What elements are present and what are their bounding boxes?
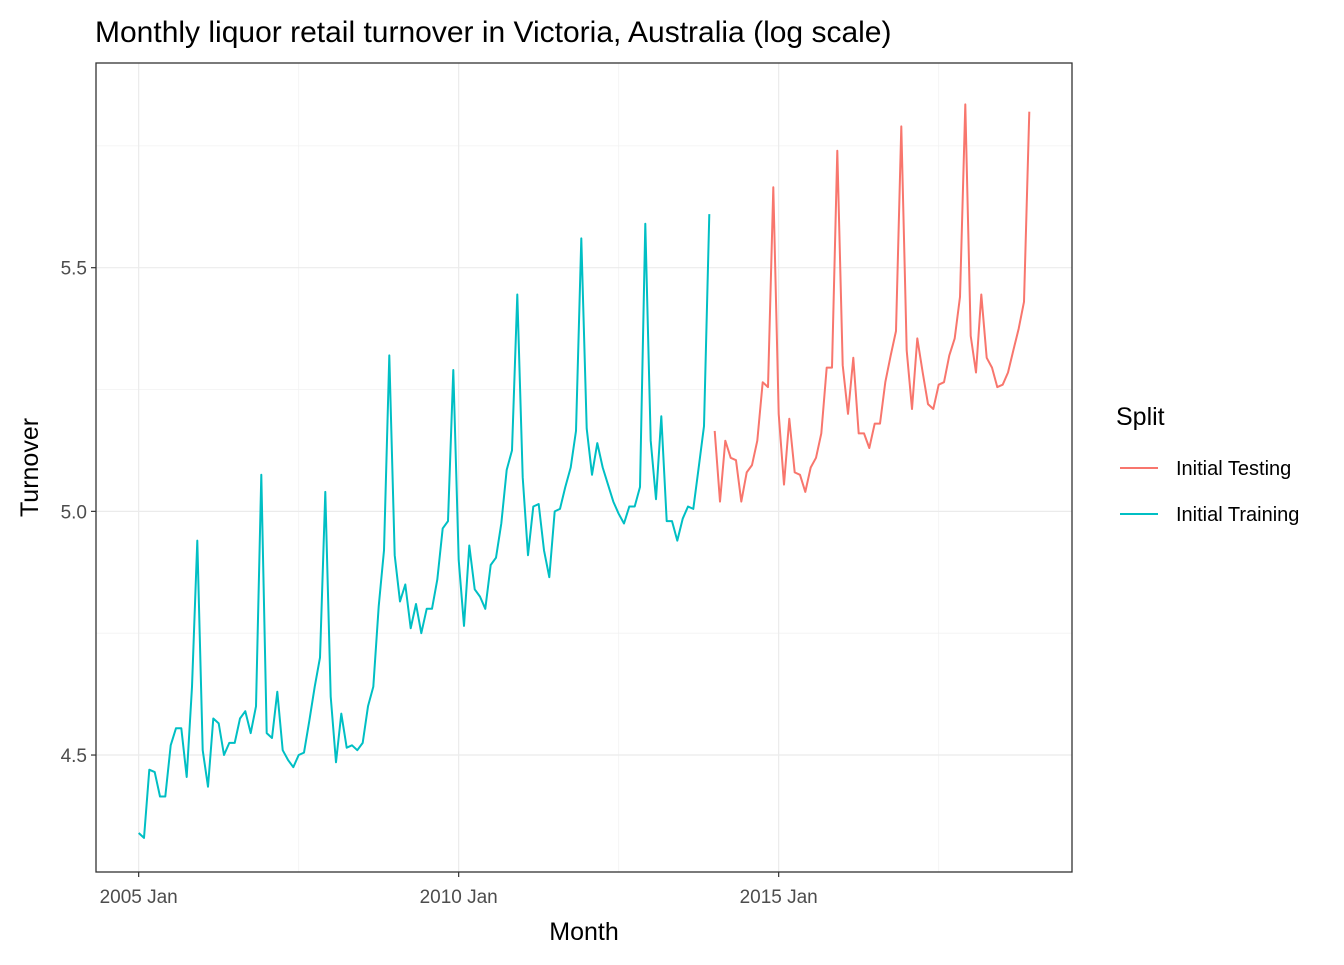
series-line-initial-training — [138, 214, 711, 839]
x-tick-label: 2005 Jan — [100, 887, 178, 908]
series-lines — [138, 103, 1031, 839]
y-tick-label: 4.5 — [61, 746, 87, 767]
axis-ticks: 4.5 5.0 5.5 2005 Jan 2010 Jan 2015 Jan — [61, 259, 818, 908]
y-axis-title: Turnover — [16, 418, 44, 517]
legend-label: Initial Training — [1176, 504, 1299, 526]
y-tick-label: 5.5 — [61, 259, 87, 280]
y-tick-label: 5.0 — [61, 502, 87, 523]
legend-label: Initial Testing — [1176, 458, 1291, 480]
series-line-initial-testing — [713, 103, 1031, 503]
legend: Split Initial Testing Initial Training — [1116, 403, 1299, 526]
panel-border — [95, 62, 1073, 873]
legend-title: Split — [1116, 403, 1165, 431]
chart-title: Monthly liquor retail turnover in Victor… — [95, 16, 891, 49]
x-axis-title: Month — [549, 918, 618, 946]
x-tick-label: 2010 Jan — [420, 887, 498, 908]
x-tick-label: 2015 Jan — [740, 887, 818, 908]
gridlines — [96, 63, 1072, 872]
